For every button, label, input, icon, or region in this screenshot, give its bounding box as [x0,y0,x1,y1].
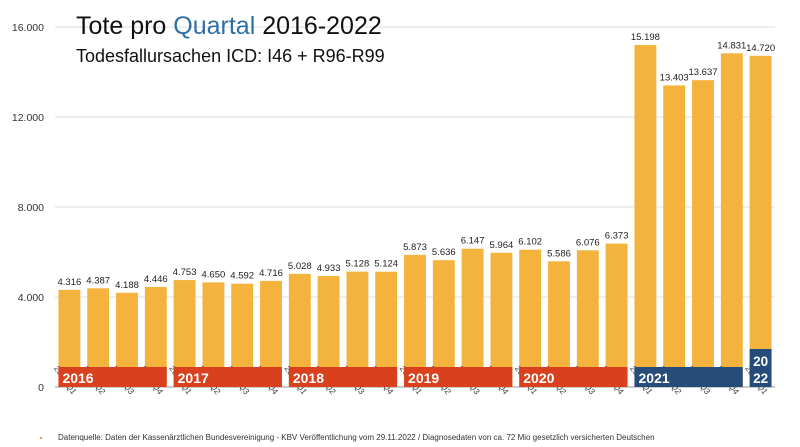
bar [144,286,167,387]
bar [605,243,628,387]
chart-title: Tote pro Quartal 2016-2022 [76,12,382,41]
bar [346,271,369,387]
bar [87,288,110,387]
year-band-label: 2021 [638,370,669,386]
bar [288,273,311,387]
year-band-label: 2019 [408,370,439,386]
bar-value-label: 6.147 [461,236,485,247]
bar-value-label: 4.753 [173,267,197,278]
chart-title-highlight: Quartal [173,12,256,40]
source-text: Datenquelle: Daten der Kassenärztlichen … [58,433,655,442]
chart-title-suffix: 2016-2022 [255,12,382,40]
bar-value-label: 4.387 [86,275,110,286]
bar-value-label: 5.028 [288,261,312,272]
bar-value-label: 6.373 [605,231,629,242]
bar [692,80,714,387]
chart-title-prefix: Tote pro [76,12,174,40]
bar [173,280,196,387]
bar [576,250,599,387]
bar-value-label: 13.637 [688,67,717,78]
bar-value-label: 5.586 [547,248,571,259]
bar [58,289,81,387]
bar [749,55,772,388]
year-band [634,367,743,387]
bar [548,261,570,387]
bar [461,248,484,387]
bar-value-label: 4.650 [202,269,226,280]
bar [231,283,254,387]
year-band-label-bottom: 22 [753,371,768,386]
bar [663,85,686,388]
bar [404,254,426,387]
year-band [173,367,282,387]
bar-value-label: 5.128 [346,259,370,270]
y-tick-label: 0 [38,382,44,394]
bar [202,282,225,387]
bullet-dot [40,436,42,439]
bar [519,249,542,387]
bar-value-label: 4.933 [317,263,341,274]
bar-value-label: 4.188 [115,280,139,291]
year-band-label: 2018 [293,370,324,386]
year-band [58,367,167,387]
bar-value-label: 15.198 [631,32,660,43]
bar [375,271,398,387]
bar-value-label: 5.964 [490,240,514,251]
bar-value-label: 4.716 [259,268,283,279]
year-band [288,367,398,387]
year-band-label: 2017 [178,370,209,386]
bar-value-label: 14.831 [717,40,746,51]
bar-value-label: 4.592 [230,271,254,282]
chart-subtitle: Todesfallursachen ICD: I46 + R96-R99 [76,46,385,66]
y-tick-label: 16.000 [12,22,44,34]
bar-value-label: 5.124 [374,259,398,270]
bar [317,276,340,387]
bar-value-label: 4.316 [58,277,82,288]
bar-value-label: 14.720 [746,43,775,54]
year-band-label: 2016 [62,370,93,386]
y-tick-label: 4.000 [18,292,44,304]
y-tick-label: 12.000 [12,112,44,124]
source-note: Datenquelle: Daten der Kassenärztlichen … [40,433,655,442]
bar [490,252,513,387]
year-band-label-top: 20 [753,354,768,369]
year-band [519,367,628,387]
bar [260,280,282,387]
bar-value-label: 6.076 [576,237,600,248]
bar-value-label: 13.403 [660,72,689,83]
bar [432,260,455,387]
bar [634,45,657,388]
bar-value-label: 6.102 [518,237,542,248]
bar [116,292,138,387]
bar-value-label: 4.446 [144,274,168,285]
y-tick-label: 8.000 [18,202,44,214]
bar-value-label: 5.873 [403,242,427,253]
bar-value-label: 5.636 [432,247,456,258]
bar [720,53,743,388]
year-band-label: 2020 [523,370,554,386]
year-band [404,367,513,387]
year-band [749,349,772,387]
